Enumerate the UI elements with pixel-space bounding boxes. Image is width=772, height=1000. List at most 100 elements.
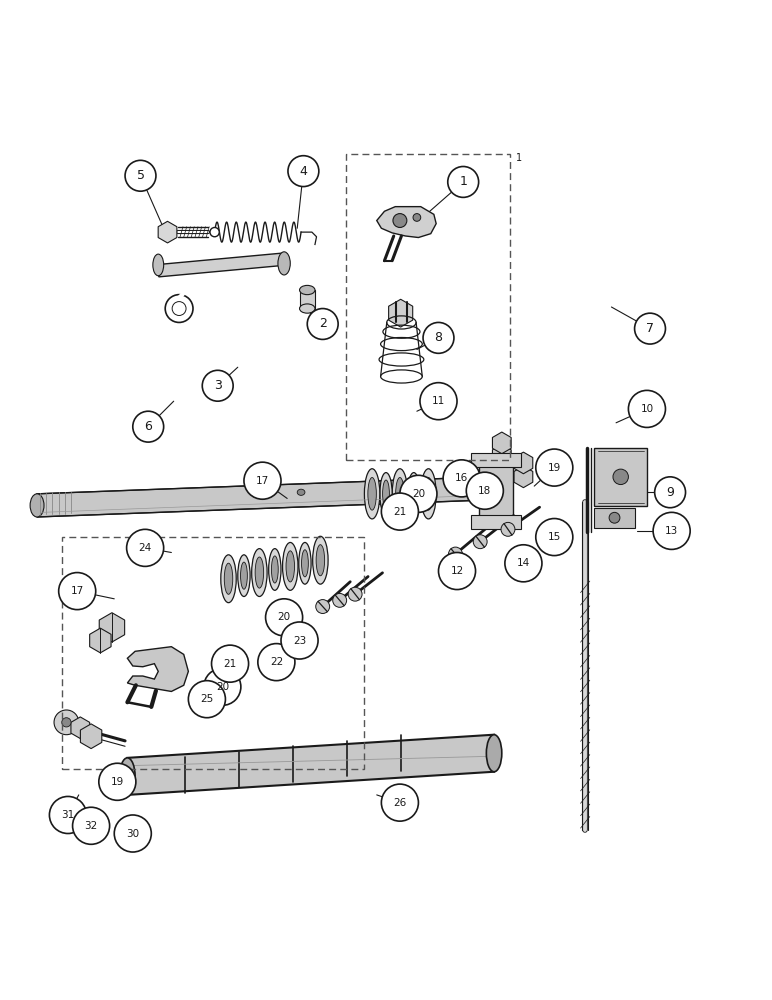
Text: 20: 20 (215, 682, 229, 692)
Ellipse shape (300, 304, 315, 313)
Polygon shape (493, 432, 511, 454)
Circle shape (244, 462, 281, 499)
Ellipse shape (238, 555, 250, 596)
Circle shape (127, 529, 164, 566)
Text: 26: 26 (393, 798, 407, 808)
Text: 2: 2 (319, 317, 327, 330)
Text: 8: 8 (435, 331, 442, 344)
Text: 3: 3 (214, 379, 222, 392)
Text: 14: 14 (516, 558, 530, 568)
Circle shape (613, 469, 628, 485)
Circle shape (536, 519, 573, 556)
Ellipse shape (411, 480, 417, 508)
Text: 24: 24 (138, 543, 152, 553)
Circle shape (466, 472, 503, 509)
Ellipse shape (302, 550, 308, 577)
Circle shape (413, 214, 421, 221)
Ellipse shape (272, 556, 278, 583)
Ellipse shape (221, 555, 236, 603)
Text: 1: 1 (516, 153, 522, 163)
Circle shape (73, 807, 110, 844)
Circle shape (655, 477, 686, 508)
Ellipse shape (392, 469, 408, 519)
Bar (300, 290, 315, 309)
Ellipse shape (120, 758, 135, 795)
Text: 32: 32 (84, 821, 98, 831)
Circle shape (133, 411, 164, 442)
Text: 25: 25 (200, 694, 214, 704)
Ellipse shape (395, 478, 405, 510)
Circle shape (609, 512, 620, 523)
Bar (594, 508, 635, 528)
Polygon shape (80, 724, 102, 749)
Circle shape (333, 593, 347, 607)
Text: 30: 30 (126, 829, 140, 839)
Text: 1: 1 (459, 175, 467, 188)
Ellipse shape (241, 562, 247, 589)
Circle shape (204, 668, 241, 705)
Text: 9: 9 (666, 486, 674, 499)
Polygon shape (514, 466, 533, 488)
Circle shape (536, 449, 573, 486)
Ellipse shape (300, 285, 315, 295)
Text: 17: 17 (256, 476, 269, 486)
Ellipse shape (252, 549, 267, 596)
Ellipse shape (313, 536, 328, 584)
Polygon shape (158, 221, 177, 243)
Circle shape (316, 600, 330, 613)
Circle shape (281, 622, 318, 659)
Ellipse shape (283, 542, 298, 590)
Circle shape (381, 493, 418, 530)
Text: 5: 5 (137, 169, 144, 182)
Circle shape (348, 587, 362, 601)
Bar (471, 515, 521, 529)
Ellipse shape (367, 478, 376, 510)
Polygon shape (388, 299, 413, 327)
Ellipse shape (408, 473, 420, 515)
Polygon shape (514, 452, 533, 474)
Circle shape (449, 547, 462, 561)
Text: 7: 7 (646, 322, 654, 335)
Text: 21: 21 (393, 507, 407, 517)
Circle shape (202, 370, 233, 401)
Polygon shape (71, 717, 90, 739)
Ellipse shape (297, 489, 305, 495)
Ellipse shape (383, 480, 389, 508)
Polygon shape (37, 477, 486, 517)
Text: 20: 20 (411, 489, 425, 499)
Circle shape (258, 644, 295, 681)
Text: 19: 19 (110, 777, 124, 787)
Text: 17: 17 (70, 586, 84, 596)
Circle shape (49, 796, 86, 834)
Polygon shape (127, 735, 494, 795)
Circle shape (423, 322, 454, 353)
Circle shape (501, 522, 515, 536)
Circle shape (114, 815, 151, 852)
Text: 15: 15 (547, 532, 561, 542)
Text: 22: 22 (269, 657, 283, 667)
Bar (594, 448, 647, 506)
Text: 16: 16 (455, 473, 469, 483)
Ellipse shape (380, 473, 392, 515)
Bar (471, 453, 521, 467)
Circle shape (628, 390, 665, 427)
Circle shape (400, 475, 437, 512)
Bar (479, 454, 513, 527)
Ellipse shape (255, 557, 263, 588)
Circle shape (54, 710, 79, 735)
Polygon shape (90, 628, 111, 653)
Polygon shape (493, 444, 511, 466)
Ellipse shape (480, 477, 493, 500)
Circle shape (653, 512, 690, 549)
Circle shape (473, 535, 487, 549)
Ellipse shape (317, 545, 324, 576)
Polygon shape (157, 253, 285, 277)
Ellipse shape (486, 735, 502, 772)
Text: 13: 13 (665, 526, 679, 536)
Circle shape (443, 460, 480, 497)
Circle shape (59, 573, 96, 610)
Circle shape (307, 309, 338, 339)
Text: 6: 6 (144, 420, 152, 433)
Circle shape (125, 160, 156, 191)
Circle shape (210, 227, 219, 237)
